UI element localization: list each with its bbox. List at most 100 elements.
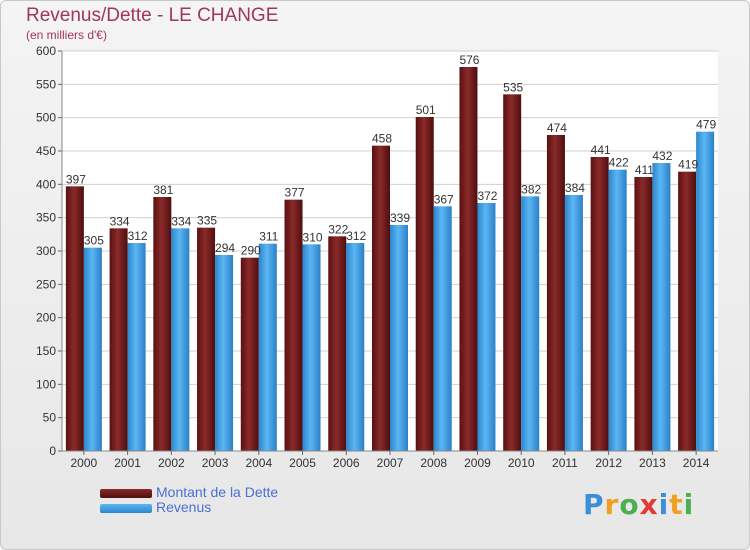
bar-debt-2009 bbox=[459, 67, 478, 451]
data-label-debt-2000: 397 bbox=[66, 172, 86, 186]
data-label-debt-2001: 334 bbox=[110, 214, 130, 228]
bar-debt-2008 bbox=[415, 117, 434, 451]
bar-debt-2001 bbox=[109, 228, 128, 451]
bar-revenue-2000 bbox=[83, 247, 102, 451]
data-label-revenue-2003: 294 bbox=[215, 241, 235, 255]
y-tick-label: 0 bbox=[49, 444, 56, 458]
data-label-revenue-2010: 382 bbox=[521, 182, 541, 196]
x-tick-label: 2008 bbox=[420, 456, 447, 470]
bar-debt-2012 bbox=[590, 157, 609, 451]
bar-debt-2004 bbox=[240, 257, 259, 451]
proxiti-logo: Proxiti bbox=[583, 488, 694, 521]
data-label-debt-2014: 419 bbox=[678, 158, 698, 172]
x-tick-label: 2002 bbox=[158, 456, 185, 470]
data-label-debt-2007: 458 bbox=[372, 132, 392, 146]
y-tick-label: 550 bbox=[36, 77, 56, 91]
bar-revenue-2009 bbox=[477, 203, 496, 451]
data-label-debt-2002: 381 bbox=[153, 183, 173, 197]
data-label-revenue-2002: 334 bbox=[171, 214, 191, 228]
data-label-debt-2009: 576 bbox=[459, 53, 479, 67]
bar-revenue-2004 bbox=[258, 243, 277, 451]
x-tick-label: 2014 bbox=[683, 456, 710, 470]
data-label-revenue-2000: 305 bbox=[84, 234, 104, 248]
data-label-revenue-2012: 422 bbox=[609, 156, 629, 170]
x-tick-label: 2004 bbox=[245, 456, 272, 470]
chart-subtitle: (en milliers d'€) bbox=[26, 28, 107, 42]
data-label-revenue-2005: 310 bbox=[303, 230, 323, 244]
data-label-debt-2010: 535 bbox=[503, 80, 523, 94]
data-label-debt-2005: 377 bbox=[285, 186, 305, 200]
bar-debt-2007 bbox=[372, 145, 390, 451]
data-label-debt-2013: 411 bbox=[635, 163, 654, 177]
y-tick-label: 100 bbox=[36, 377, 56, 391]
y-tick-label: 150 bbox=[36, 344, 56, 358]
legend-label-revenue: Revenus bbox=[156, 499, 212, 515]
logo-letter: x bbox=[639, 488, 659, 521]
data-label-revenue-2013: 432 bbox=[652, 149, 672, 163]
bar-revenue-2003 bbox=[215, 255, 234, 451]
y-tick-label: 200 bbox=[36, 311, 56, 325]
logo-letter: o bbox=[619, 488, 640, 521]
bar-revenue-2012 bbox=[608, 169, 627, 451]
bar-debt-2011 bbox=[546, 135, 565, 451]
data-label-revenue-2001: 312 bbox=[128, 229, 148, 243]
data-label-revenue-2014: 479 bbox=[696, 118, 716, 132]
logo-letter: t bbox=[669, 488, 684, 521]
y-tick-label: 600 bbox=[36, 44, 56, 58]
logo-letter: P bbox=[583, 488, 605, 521]
data-label-revenue-2009: 372 bbox=[477, 189, 497, 203]
bar-debt-2000 bbox=[65, 186, 84, 452]
data-label-revenue-2011: 384 bbox=[565, 181, 585, 195]
bar-revenue-2007 bbox=[390, 225, 408, 451]
data-label-revenue-2008: 367 bbox=[434, 192, 454, 206]
bar-revenue-2002 bbox=[171, 228, 190, 451]
x-tick-label: 2006 bbox=[333, 456, 360, 470]
bar-revenue-2006 bbox=[346, 243, 365, 451]
chart-title: Revenus/Dette - LE CHANGE bbox=[26, 5, 279, 26]
data-label-revenue-2006: 312 bbox=[346, 229, 366, 243]
y-tick-label: 450 bbox=[36, 144, 56, 158]
bar-debt-2013 bbox=[634, 177, 653, 451]
y-tick-label: 350 bbox=[36, 211, 56, 225]
bar-debt-2006 bbox=[328, 236, 347, 451]
x-tick-label: 2012 bbox=[595, 456, 622, 470]
x-tick-label: 2007 bbox=[377, 456, 404, 470]
bar-debt-2002 bbox=[153, 197, 172, 451]
logo-letter: r bbox=[604, 488, 620, 521]
y-tick-label: 400 bbox=[36, 177, 56, 191]
x-tick-label: 2005 bbox=[289, 456, 316, 470]
bar-revenue-2011 bbox=[564, 195, 583, 451]
legend-label-debt: Montant de la Dette bbox=[156, 484, 279, 500]
y-tick-label: 300 bbox=[36, 244, 56, 258]
legend-swatch-debt bbox=[100, 489, 152, 498]
data-label-revenue-2004: 311 bbox=[259, 230, 278, 244]
bar-revenue-2008 bbox=[433, 206, 452, 451]
bar-revenue-2010 bbox=[521, 196, 540, 451]
y-tick-label: 500 bbox=[36, 111, 56, 125]
x-tick-label: 2013 bbox=[639, 456, 666, 470]
x-tick-label: 2011 bbox=[552, 456, 578, 470]
x-tick-label: 2009 bbox=[464, 456, 491, 470]
data-label-debt-2008: 501 bbox=[416, 103, 436, 117]
data-label-revenue-2007: 339 bbox=[390, 211, 410, 225]
data-label-debt-2003: 335 bbox=[197, 214, 217, 228]
bar-debt-2003 bbox=[197, 227, 216, 451]
data-label-debt-2004: 290 bbox=[241, 244, 261, 258]
bar-debt-2005 bbox=[284, 199, 303, 451]
data-label-debt-2006: 322 bbox=[328, 222, 348, 236]
bar-debt-2014 bbox=[678, 171, 697, 451]
x-tick-label: 2010 bbox=[508, 456, 535, 470]
bar-revenue-2005 bbox=[302, 244, 321, 451]
bar-revenue-2001 bbox=[127, 243, 146, 451]
logo-letter: i bbox=[683, 488, 695, 521]
x-tick-label: 2000 bbox=[71, 456, 98, 470]
logo-letter: i bbox=[658, 488, 670, 521]
x-tick-label: 2003 bbox=[202, 456, 229, 470]
x-tick-label: 2001 bbox=[114, 456, 141, 470]
data-label-debt-2012: 441 bbox=[591, 143, 611, 157]
y-tick-label: 50 bbox=[43, 411, 57, 425]
bar-revenue-2013 bbox=[652, 163, 671, 451]
y-tick-label: 250 bbox=[36, 277, 56, 291]
data-label-debt-2011: 474 bbox=[547, 121, 567, 135]
